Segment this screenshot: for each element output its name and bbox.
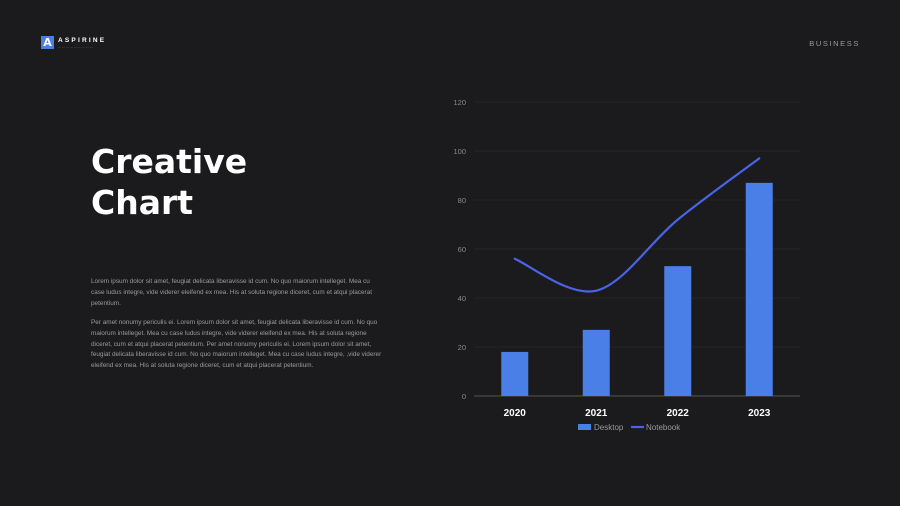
bar-desktop-2020	[501, 351, 529, 396]
y-tick-label: 80	[458, 196, 466, 205]
brand-tagline-mark: —————————	[58, 44, 94, 49]
legend-desktop-swatch	[578, 424, 591, 430]
combo-chart: 0 20 40 60 80 100 120 2020 2021 2022 2023 Desktop No…	[453, 98, 800, 432]
brand-name: ASPIRINE	[58, 36, 107, 44]
section-label: BUSINESS	[809, 39, 860, 48]
page-title: Creative Chart	[91, 141, 291, 223]
x-tick-label: 2021	[585, 408, 608, 419]
x-tick-label: 2022	[667, 408, 690, 419]
title-line-1: Creative	[91, 142, 248, 181]
logo-text: ASPIRINE —————————	[58, 37, 106, 49]
brand-logo: A ASPIRINE —————————	[41, 36, 106, 49]
y-tick-label: 120	[453, 98, 466, 107]
x-tick-label: 2023	[748, 408, 771, 419]
logo-mark-icon: A	[41, 36, 54, 49]
title-line-2: Chart	[91, 183, 194, 222]
line-notebook	[513, 157, 761, 293]
bar-desktop-2021	[582, 329, 610, 396]
bar-desktop-2022	[664, 266, 692, 396]
body-paragraph-1: Lorem ipsum dolor sit amet, feugiat deli…	[91, 278, 372, 307]
x-tick-label: 2020	[504, 408, 527, 419]
y-tick-label: 0	[462, 392, 466, 401]
y-tick-label: 20	[458, 343, 466, 352]
y-tick-label: 40	[458, 294, 466, 303]
bar-desktop-2023	[745, 182, 773, 396]
y-tick-label: 60	[458, 245, 466, 254]
legend-desktop-label: Desktop	[594, 423, 624, 432]
body-paragraph-2: Per amet nonumy periculis ei. Lorem ipsu…	[91, 319, 382, 370]
legend-notebook-label: Notebook	[646, 423, 681, 432]
y-tick-label: 100	[453, 147, 466, 156]
